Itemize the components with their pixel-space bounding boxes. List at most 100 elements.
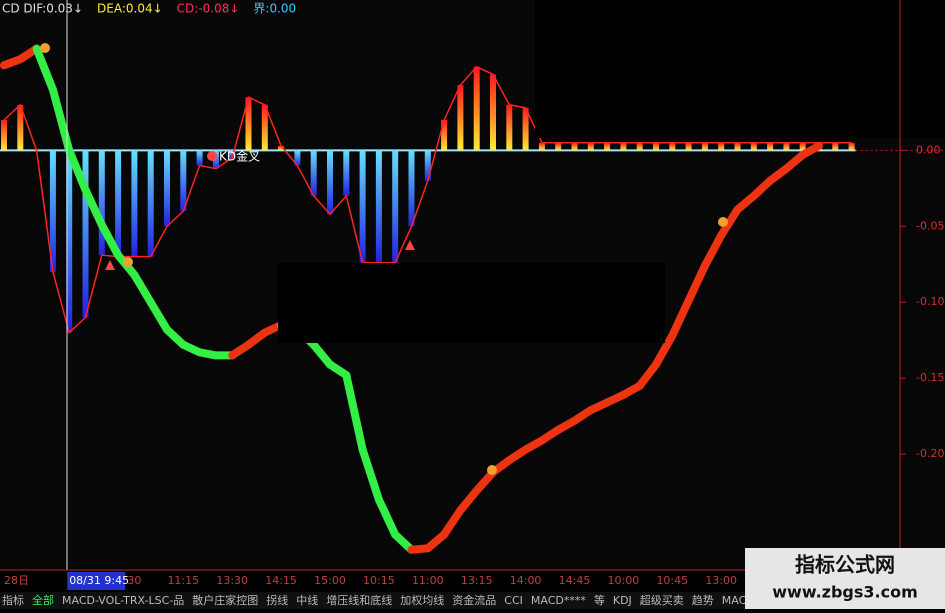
histogram-bar	[522, 107, 529, 151]
watermark-box	[745, 548, 945, 609]
histogram-bar	[636, 142, 643, 151]
histogram-bar	[115, 150, 122, 257]
tab[interactable]: 趋势	[692, 594, 714, 607]
histogram-bar	[49, 150, 56, 272]
x-tick-label: 14:15	[265, 574, 297, 587]
histogram-bar	[620, 142, 627, 151]
dif-segment	[48, 85, 74, 155]
dif-segment	[440, 506, 465, 539]
y-tick-label: -0.05	[916, 219, 944, 232]
x-tick-label: 10:45	[656, 574, 688, 587]
x-tick-label: 13:15	[461, 574, 493, 587]
plot	[0, 44, 945, 554]
histogram-bar	[278, 145, 285, 151]
header-item: DEA:0.04↓	[97, 2, 163, 16]
histogram-bar	[343, 150, 350, 196]
histogram-bar	[587, 142, 594, 151]
tab-bar	[0, 592, 945, 609]
dif-segment	[652, 331, 677, 369]
tab[interactable]: 超级买卖	[640, 593, 684, 607]
marker	[405, 240, 415, 250]
marker	[105, 260, 115, 270]
mask	[535, 0, 945, 138]
histogram-bar	[1, 119, 7, 151]
y-tick-label: 0.00	[916, 143, 941, 156]
tab[interactable]: CCI	[504, 594, 523, 607]
histogram-bar	[473, 66, 480, 151]
x-tick-label: 10:00	[608, 574, 640, 587]
dif-segment	[668, 296, 693, 340]
histogram-bar	[310, 150, 317, 196]
histogram-bar	[832, 142, 839, 151]
tab[interactable]: 增压线和底线	[326, 593, 392, 607]
histogram-bar	[229, 150, 236, 158]
histogram-bar	[685, 142, 692, 151]
cursor-label-box	[67, 572, 126, 590]
y-tick-label: -0.10	[916, 295, 944, 308]
tab[interactable]: 等	[594, 593, 605, 607]
tab[interactable]: 加权均线	[400, 593, 444, 607]
dif-segment	[374, 495, 400, 539]
dif-segment	[700, 231, 726, 270]
x-axis-strip	[0, 570, 945, 592]
watermark-title: 指标公式网	[795, 553, 895, 577]
tab[interactable]: MACD-VOL-TRX-LSC-品	[62, 594, 184, 607]
histogram-bar	[164, 150, 170, 227]
x-tick-label: 28日	[4, 574, 29, 587]
marker	[123, 257, 133, 267]
histogram-bar	[750, 142, 757, 151]
markers	[40, 43, 728, 475]
histogram-bar	[538, 142, 545, 151]
x-tick-label: 13:00	[705, 574, 737, 587]
tab[interactable]: 指标	[2, 593, 24, 607]
histogram-bar	[359, 150, 366, 263]
histogram-bar	[408, 150, 415, 227]
histogram-bar	[506, 104, 513, 151]
x-tick-label: 30	[127, 574, 141, 587]
dif-segment	[309, 340, 334, 369]
marker	[487, 465, 497, 475]
histogram-bar	[17, 104, 24, 151]
dif-segment	[798, 141, 823, 159]
dif-segment	[456, 486, 481, 515]
x-tick-label: 14:45	[559, 574, 591, 587]
histogram-bar	[180, 150, 187, 212]
histogram-bar	[490, 74, 496, 151]
histogram-bar	[848, 142, 855, 151]
tab[interactable]: MACD****	[531, 594, 586, 607]
tab[interactable]: 散户庄家控图	[192, 593, 258, 607]
histogram-bar	[82, 150, 89, 318]
dif-segment	[65, 146, 90, 194]
histogram-bar	[604, 142, 611, 151]
x-tick-label: 11:00	[412, 574, 444, 587]
dif-segment	[717, 205, 742, 240]
dif-segment	[342, 371, 367, 454]
histogram-bar	[767, 142, 774, 151]
dif-segment	[146, 298, 171, 334]
x-tick-label: 08/31 9:45	[69, 574, 129, 587]
x-tick-label: 11:15	[167, 574, 199, 587]
x-tick-label: 13:30	[216, 574, 248, 587]
header-item: 界:0.00	[253, 2, 296, 16]
dif-segment	[130, 270, 155, 307]
header-item: CD:-0.08↓	[177, 2, 240, 16]
histogram-bar	[212, 150, 219, 169]
tab[interactable]: 中线	[296, 593, 318, 607]
tab[interactable]: 全部	[32, 593, 54, 607]
tab[interactable]: KDJ	[613, 594, 632, 607]
histogram-bar	[555, 142, 562, 151]
tab[interactable]: 资金流品	[452, 593, 496, 607]
histogram-bar	[196, 150, 203, 166]
dif-segment	[684, 261, 709, 305]
histogram-outline	[3, 65, 852, 335]
x-tick-label: 10:15	[363, 574, 395, 587]
watermark-url: www.zbgs3.com	[772, 583, 918, 602]
y-tick-label: -0.20	[916, 447, 944, 460]
histogram-bar	[66, 150, 73, 333]
histogram-bar	[571, 142, 578, 151]
tab[interactable]: 拐线	[266, 593, 288, 607]
histogram-bar	[783, 142, 790, 151]
histogram-bar	[147, 150, 154, 257]
